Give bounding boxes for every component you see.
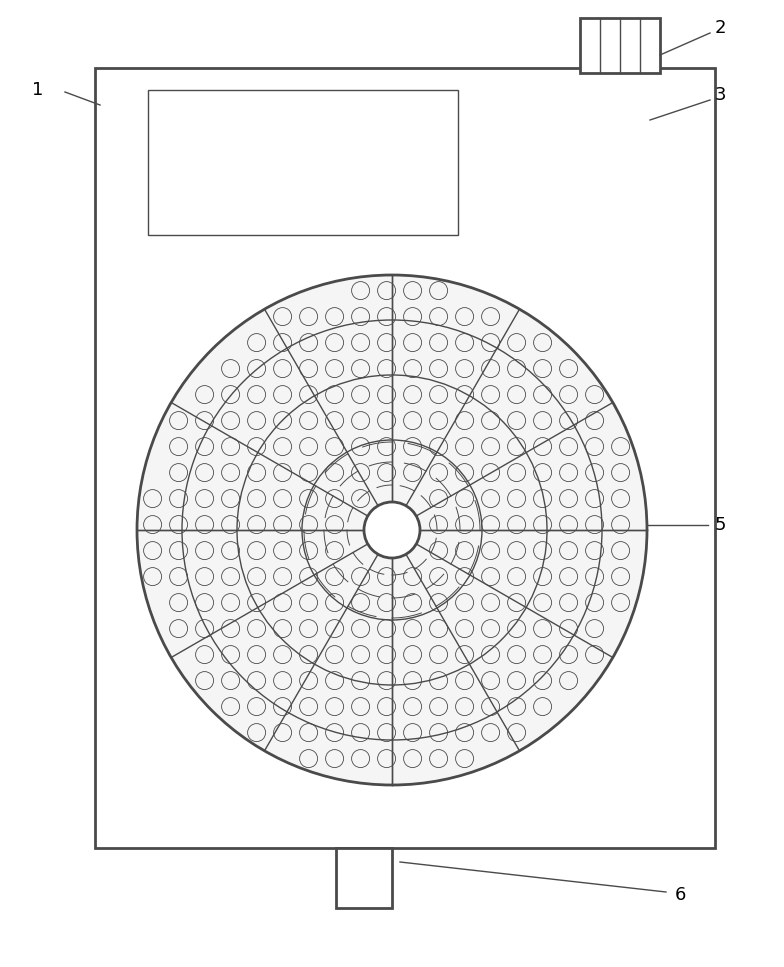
Text: 6: 6 bbox=[674, 886, 686, 904]
Text: 3: 3 bbox=[714, 86, 726, 104]
Bar bbox=[336, 848, 392, 908]
Text: 5: 5 bbox=[714, 516, 726, 534]
Text: 1: 1 bbox=[32, 81, 44, 99]
Circle shape bbox=[137, 275, 647, 785]
Bar bbox=[95, 68, 715, 848]
Bar bbox=[148, 90, 458, 235]
Circle shape bbox=[364, 502, 420, 558]
Bar bbox=[580, 18, 660, 73]
Text: 2: 2 bbox=[714, 19, 726, 37]
